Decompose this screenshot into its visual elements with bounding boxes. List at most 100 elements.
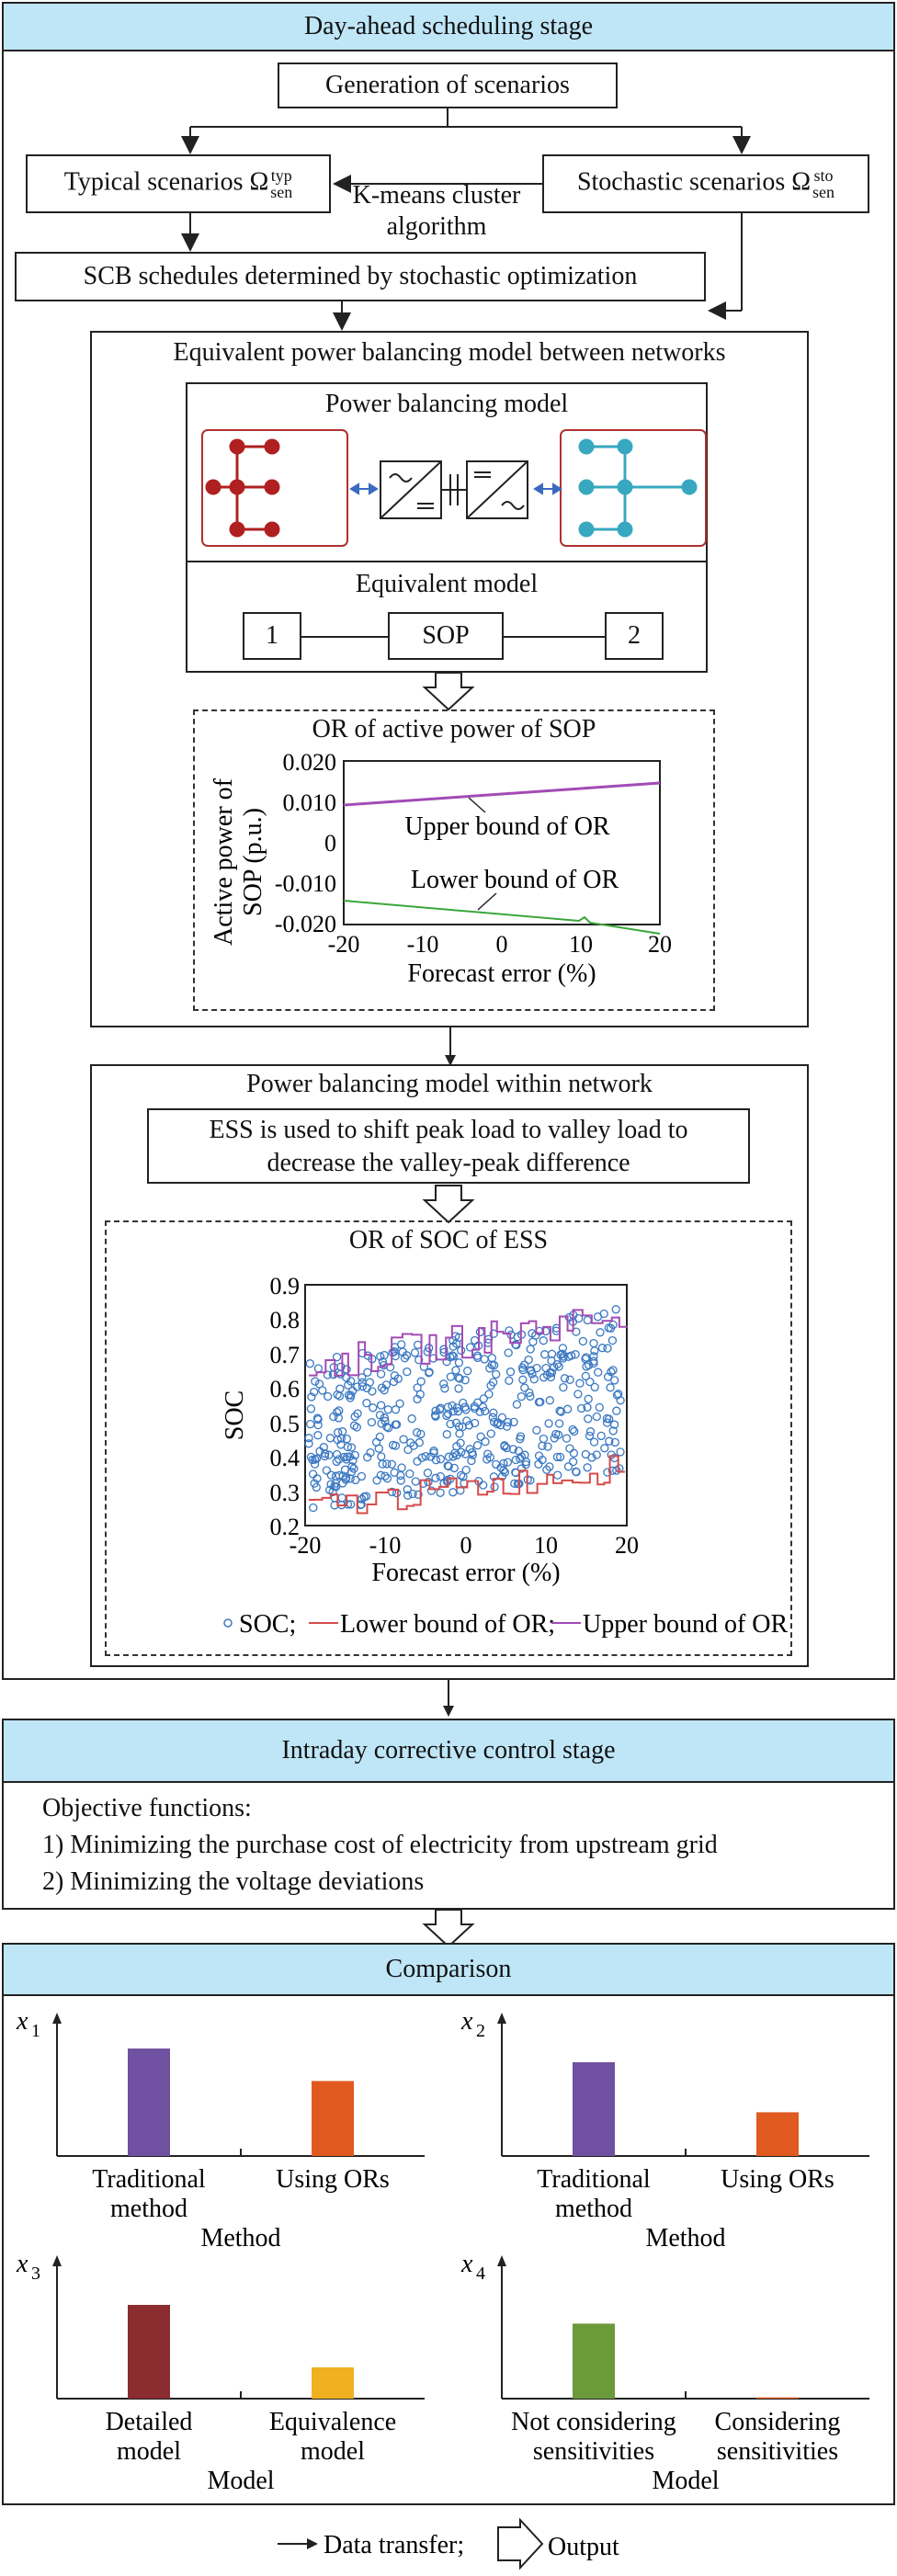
soc-point: [538, 1441, 547, 1450]
equivalent-title: Equivalent power balancing model between…: [173, 338, 726, 367]
soc-point: [335, 1455, 344, 1464]
soc-point: [590, 1382, 599, 1392]
soc-point: [384, 1424, 393, 1433]
soc-point: [489, 1408, 498, 1417]
soc-point: [510, 1479, 519, 1488]
cmp-ylabel: x: [16, 2250, 28, 2278]
soc-point: [382, 1474, 392, 1483]
soc-point: [582, 1362, 591, 1371]
cmp-category-label: model: [117, 2437, 181, 2466]
soc-point: [457, 1345, 466, 1356]
soc-point: [448, 1352, 459, 1361]
soc-point: [403, 1491, 413, 1500]
soc-point: [487, 1354, 496, 1363]
soc-point: [583, 1402, 592, 1412]
soc-chart-frame: [105, 1220, 792, 1656]
soc-point: [610, 1376, 619, 1385]
soc-point: [568, 1424, 577, 1435]
soc-point: [407, 1414, 416, 1424]
soc-point: [440, 1384, 449, 1393]
soc-xlabel: Forecast error (%): [371, 1559, 560, 1587]
soc-point: [544, 1419, 553, 1428]
soc-point: [490, 1482, 499, 1492]
soc-point: [486, 1429, 495, 1438]
soc-point: [383, 1405, 392, 1414]
soc-point: [614, 1390, 623, 1399]
soc-point: [552, 1452, 562, 1462]
soc-point: [421, 1451, 430, 1461]
soc-point: [332, 1408, 342, 1417]
svg-text:SOP (p.u.): SOP (p.u.): [239, 808, 267, 916]
soc-point: [547, 1356, 556, 1366]
soc-point: [476, 1432, 485, 1441]
soc-point: [517, 1363, 528, 1372]
soc-point: [532, 1425, 541, 1435]
soc-point: [423, 1347, 432, 1356]
soc-point: [459, 1398, 468, 1408]
soc-point: [611, 1305, 620, 1314]
soc-point: [480, 1355, 489, 1364]
soc-point: [410, 1348, 420, 1357]
soc-point: [424, 1477, 433, 1487]
soc-point: [446, 1419, 455, 1429]
soc-point: [470, 1418, 480, 1428]
soc-point: [596, 1431, 606, 1441]
soc-point: [311, 1377, 320, 1386]
soc-point: [520, 1383, 529, 1392]
soc-point: [442, 1430, 451, 1439]
day-ahead-header: Day-ahead scheduling stage: [2, 2, 895, 51]
soc-point: [505, 1376, 514, 1385]
soc-point: [578, 1336, 588, 1346]
cmp-category-label: method: [555, 2195, 632, 2223]
soc-point: [336, 1362, 346, 1371]
legend-output: Output: [548, 2533, 619, 2561]
sop-xtick: 10: [569, 931, 593, 958]
soc-ytick: 0.3: [270, 1480, 301, 1506]
cmp-category-label: Detailed: [106, 2408, 193, 2436]
soc-point: [307, 1392, 316, 1401]
soc-point: [521, 1457, 531, 1467]
soc-point: [343, 1500, 353, 1509]
soc-yticks: 0.9 0.8 0.7 0.6 0.5 0.4 0.3 0.2: [270, 1273, 301, 1540]
comparison-title: Comparison: [385, 1955, 512, 1983]
soc-point: [390, 1347, 399, 1356]
sop-ytick: -0.010: [275, 870, 336, 897]
soc-point: [511, 1468, 520, 1478]
cmp-xlabel: Model: [652, 2467, 719, 2495]
cmp-category-label: Traditional: [92, 2165, 206, 2194]
soc-point: [616, 1447, 625, 1457]
soc-point: [540, 1350, 550, 1359]
soc-point: [380, 1471, 390, 1481]
soc-point: [603, 1372, 613, 1381]
soc-point: [413, 1457, 422, 1466]
within-title: Power balancing model within network: [246, 1070, 653, 1098]
soc-point: [366, 1447, 375, 1458]
cmp-category-label: sensitivities: [717, 2437, 838, 2466]
soc-point: [431, 1412, 440, 1421]
soc-point: [444, 1452, 454, 1461]
soc-point: [451, 1418, 461, 1427]
soc-point: [348, 1456, 358, 1465]
soc-point: [526, 1345, 535, 1354]
soc-scatter: [304, 1305, 628, 1515]
soc-point: [403, 1445, 413, 1455]
soc-point: [310, 1459, 320, 1469]
soc-point: [521, 1459, 530, 1470]
soc-point: [555, 1452, 565, 1462]
soc-point: [374, 1444, 383, 1453]
soc-point: [408, 1489, 417, 1499]
soc-point: [312, 1474, 322, 1483]
soc-point: [567, 1351, 576, 1360]
soc-point: [607, 1450, 616, 1459]
cmp-bar: [312, 2367, 354, 2399]
sop-xtick: -20: [328, 931, 360, 958]
soc-point: [536, 1397, 545, 1407]
cmp-y-arrow: [497, 2255, 506, 2266]
soc-point: [439, 1379, 448, 1389]
soc-point: [502, 1422, 512, 1431]
soc-chart-title: OR of SOC of ESS: [348, 1226, 549, 1254]
soc-point: [452, 1442, 461, 1451]
soc-point: [431, 1406, 440, 1415]
soc-ytick: 0.7: [270, 1342, 301, 1368]
soc-point: [603, 1344, 612, 1353]
